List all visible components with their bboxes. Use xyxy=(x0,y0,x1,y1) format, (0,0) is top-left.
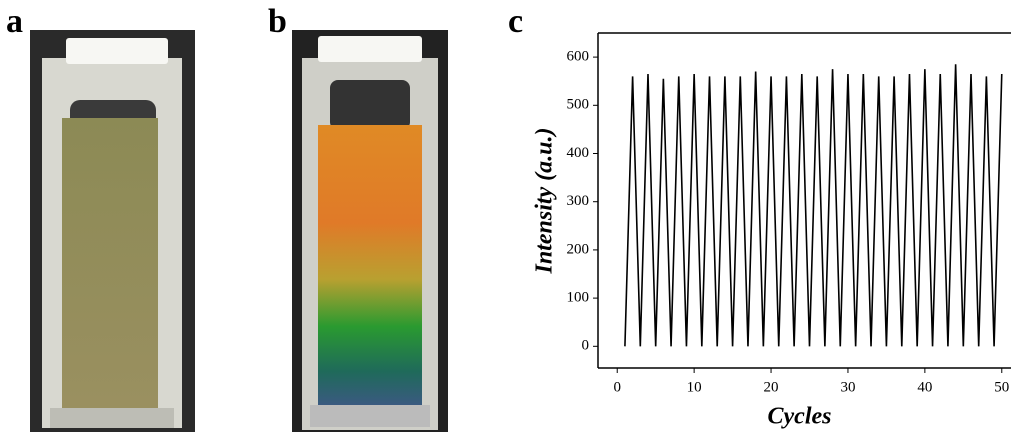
y-tick-label: 0 xyxy=(582,338,590,354)
y-tick-label: 200 xyxy=(567,241,590,257)
y-tick-label: 100 xyxy=(567,290,590,306)
stir-bar xyxy=(330,80,410,130)
y-tick-label: 400 xyxy=(567,145,590,161)
cap xyxy=(66,38,168,64)
x-tick-label: 30 xyxy=(840,379,855,395)
y-tick-label: 300 xyxy=(567,193,590,209)
x-tick-label: 0 xyxy=(613,379,621,395)
y-tick-label: 500 xyxy=(567,97,590,113)
cuvette-base xyxy=(310,405,430,427)
panel-label: b xyxy=(268,3,287,40)
liquid xyxy=(62,118,158,408)
cuvette-base xyxy=(50,408,174,428)
x-tick-label: 50 xyxy=(994,379,1009,395)
y-axis-label: Intensity (a.u.) xyxy=(532,127,558,274)
chart: 0 100 200 300 400 500 600 0 10 20 30 40 50 Cycles Inte… xyxy=(532,32,1011,430)
x-axis-label: Cycles xyxy=(768,404,832,430)
x-tick-label: 10 xyxy=(687,379,702,395)
panel-label: a xyxy=(6,3,23,40)
panel-label: c xyxy=(508,3,523,40)
photo-b xyxy=(292,30,448,432)
data-line xyxy=(624,64,1003,347)
liquid xyxy=(318,125,422,405)
x-tick-label: 20 xyxy=(764,379,779,395)
x-tick-label: 40 xyxy=(917,379,932,395)
photo-a xyxy=(30,30,195,432)
y-tick-label: 600 xyxy=(567,49,590,65)
cap xyxy=(318,36,422,62)
